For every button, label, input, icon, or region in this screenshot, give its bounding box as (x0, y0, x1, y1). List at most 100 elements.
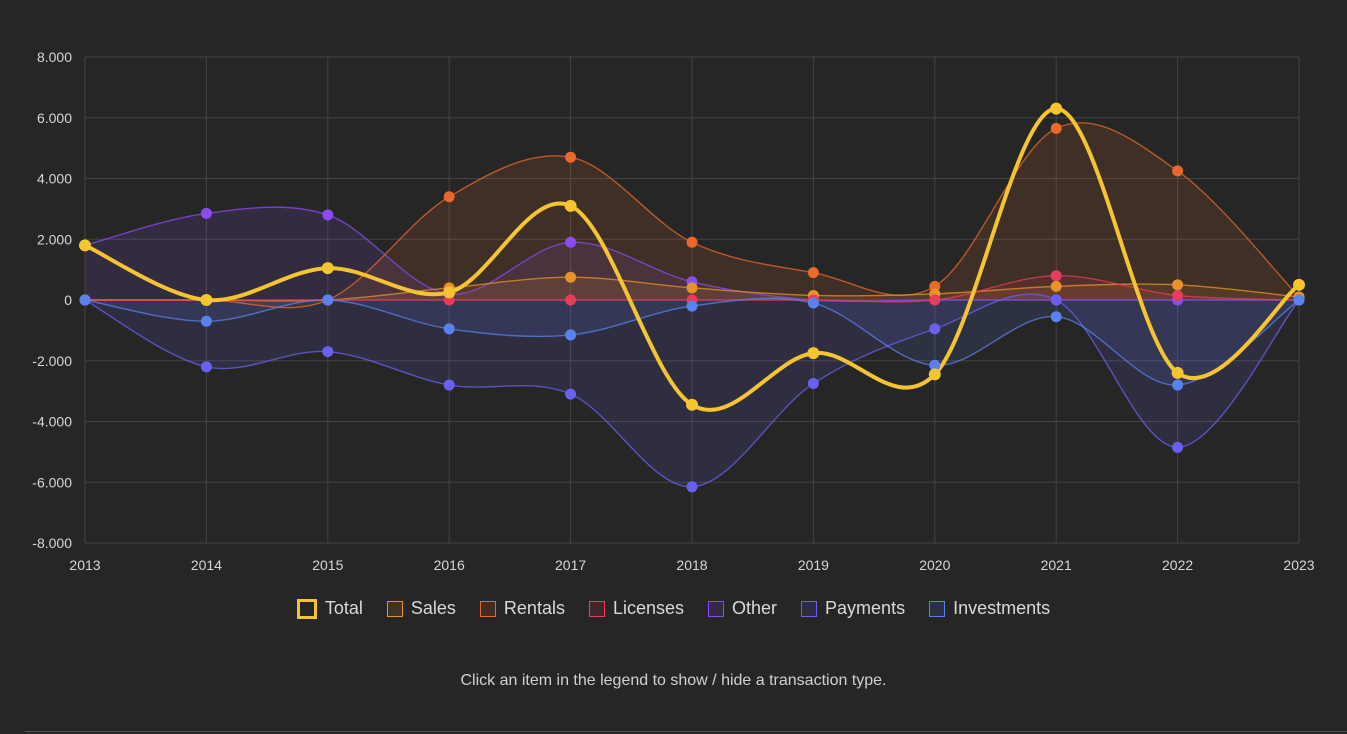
legend-item-payments[interactable]: Payments (801, 598, 905, 619)
data-point-rentals[interactable] (686, 236, 698, 248)
data-point-investments[interactable] (79, 294, 91, 306)
data-point-total[interactable] (79, 239, 91, 252)
data-point-investments[interactable] (200, 315, 212, 327)
legend-label: Sales (410, 598, 456, 618)
data-point-total[interactable] (321, 262, 334, 275)
data-point-sales[interactable] (1050, 280, 1062, 292)
data-point-investments[interactable] (565, 329, 577, 341)
data-point-total[interactable] (564, 199, 577, 212)
bottom-divider (25, 731, 1347, 732)
chart-legend: Total Sales Rentals Licenses Other Payments In… (0, 598, 1347, 619)
data-point-payments[interactable] (1172, 441, 1184, 453)
legend-hint-text: Click an item in the legend to show / hi… (460, 672, 887, 689)
data-point-payments[interactable] (929, 323, 941, 335)
data-point-investments[interactable] (322, 294, 334, 306)
data-point-licenses[interactable] (565, 294, 577, 306)
y-tick-label: 8.000 (37, 49, 72, 65)
legend-label: Other (732, 598, 778, 618)
data-point-total[interactable] (686, 398, 698, 411)
data-point-rentals[interactable] (807, 267, 819, 279)
data-point-sales[interactable] (1172, 279, 1184, 291)
x-tick-label: 2017 (555, 557, 586, 573)
y-tick-label: 6.000 (37, 110, 72, 126)
data-point-total[interactable] (1050, 102, 1063, 115)
x-tick-label: 2014 (191, 557, 222, 573)
legend-item-sales[interactable]: Sales (386, 598, 456, 619)
legend-label: Total (324, 598, 363, 618)
x-tick-label: 2020 (919, 557, 950, 573)
legend-swatch (386, 600, 403, 617)
data-point-payments[interactable] (565, 388, 577, 400)
x-tick-label: 2013 (69, 557, 100, 573)
legend-label: Rentals (503, 598, 565, 618)
legend-swatch (801, 600, 818, 617)
series-line-payments (84, 293, 1300, 488)
data-point-rentals[interactable] (443, 191, 455, 203)
data-point-investments[interactable] (1293, 294, 1305, 306)
y-tick-label: -6.000 (32, 474, 72, 490)
data-point-total[interactable] (200, 294, 213, 306)
data-point-rentals[interactable] (565, 151, 577, 163)
data-point-investments[interactable] (929, 359, 941, 371)
y-tick-label: -8.000 (32, 535, 72, 551)
data-point-payments[interactable] (1050, 294, 1062, 306)
x-tick-label: 2016 (434, 557, 465, 573)
data-point-other[interactable] (322, 209, 334, 221)
y-tick-label: 0 (64, 292, 72, 308)
legend-item-rentals[interactable]: Rentals (479, 598, 565, 619)
data-point-sales[interactable] (565, 271, 577, 283)
data-point-investments[interactable] (1172, 379, 1184, 391)
legend-item-licenses[interactable]: Licenses (588, 598, 684, 619)
x-tick-label: 2023 (1283, 557, 1314, 573)
data-point-licenses[interactable] (929, 294, 941, 306)
data-point-total[interactable] (807, 347, 820, 360)
data-point-investments[interactable] (443, 323, 455, 335)
y-tick-label: -4.000 (32, 414, 72, 430)
legend-label: Payments (825, 598, 906, 618)
data-point-other[interactable] (200, 207, 212, 219)
legend-item-other[interactable]: Other (708, 598, 777, 619)
series-area-rentals (85, 122, 1299, 308)
data-point-payments[interactable] (443, 379, 455, 391)
legend-swatch (929, 600, 946, 617)
data-point-rentals[interactable] (929, 280, 941, 292)
legend-item-total[interactable]: Total (296, 598, 363, 619)
legend-item-investments[interactable]: Investments (929, 598, 1050, 619)
data-point-total[interactable] (1293, 278, 1305, 291)
series-area-payments (85, 294, 1299, 487)
data-point-rentals[interactable] (1172, 165, 1184, 177)
series-line-rentals (84, 122, 1300, 309)
x-tick-label: 2021 (1041, 557, 1072, 573)
data-point-investments[interactable] (686, 300, 698, 312)
data-point-payments[interactable] (322, 346, 334, 358)
data-point-payments[interactable] (200, 361, 212, 373)
data-point-licenses[interactable] (1050, 270, 1062, 282)
data-point-sales[interactable] (686, 282, 698, 294)
data-point-payments[interactable] (686, 481, 698, 493)
series-area-licenses (85, 275, 1299, 302)
y-tick-label: 4.000 (37, 171, 72, 187)
data-point-total[interactable] (443, 286, 456, 299)
x-tick-label: 2019 (798, 557, 829, 573)
axis-labels: 8.000 6.000 4.000 2.000 0 -2.000 -4.000 -6.000 -… (32, 49, 1314, 573)
x-tick-label: 2015 (312, 557, 343, 573)
series-area-other (85, 207, 1299, 302)
data-point-other[interactable] (565, 236, 577, 248)
data-point-total[interactable] (928, 368, 941, 381)
series-line-investments (84, 297, 1300, 386)
data-point-investments[interactable] (1050, 311, 1062, 323)
data-point-rentals[interactable] (1050, 122, 1062, 134)
series-area-investments (85, 298, 1299, 386)
transactions-chart: 8.000 6.000 4.000 2.000 0 -2.000 -4.000 -6.000 -… (32, 49, 1314, 573)
y-tick-label: -2.000 (32, 353, 72, 369)
data-point-payments[interactable] (807, 378, 819, 390)
series-points (79, 102, 1305, 493)
data-point-licenses[interactable] (1172, 289, 1184, 301)
y-tick-label: 2.000 (37, 231, 72, 247)
legend-label: Licenses (612, 598, 684, 618)
legend-label: Investments (953, 598, 1051, 618)
data-point-total[interactable] (1171, 366, 1184, 379)
x-tick-label: 2018 (676, 557, 707, 573)
data-point-investments[interactable] (807, 297, 819, 309)
x-tick-label: 2022 (1162, 557, 1193, 573)
